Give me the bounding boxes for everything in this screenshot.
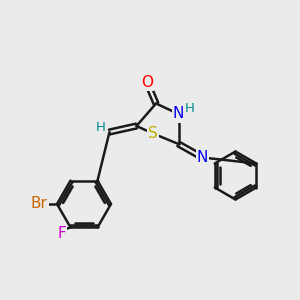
Text: F: F: [57, 226, 66, 241]
Text: S: S: [148, 126, 158, 141]
Text: O: O: [141, 75, 153, 90]
Text: N: N: [197, 150, 208, 165]
Text: N: N: [173, 106, 184, 122]
Text: H: H: [185, 102, 195, 115]
Text: Br: Br: [31, 196, 47, 211]
Text: H: H: [96, 121, 106, 134]
